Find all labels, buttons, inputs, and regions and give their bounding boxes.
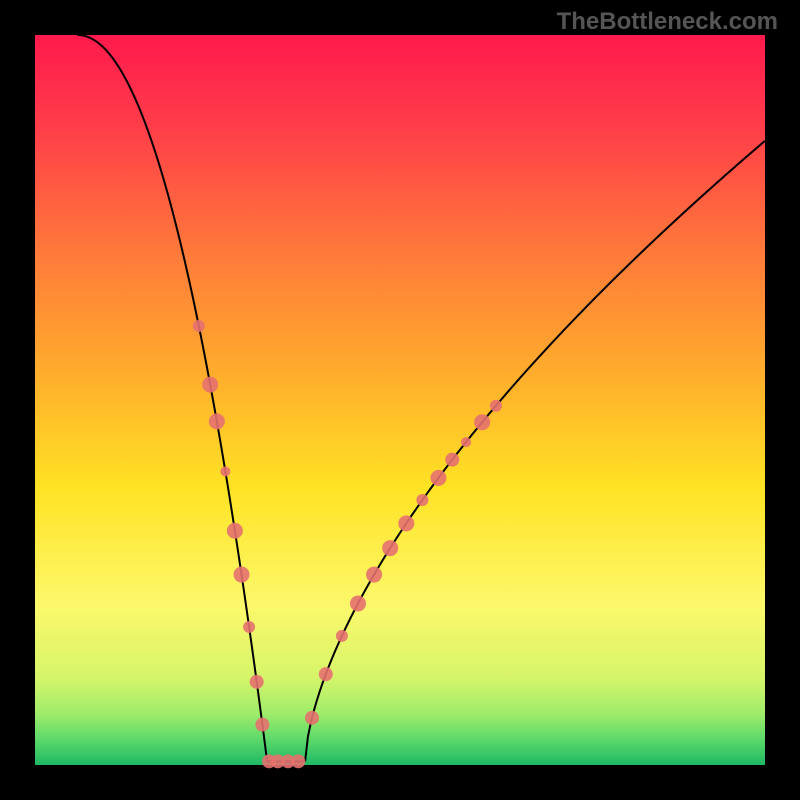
- curve-marker: [227, 523, 243, 539]
- curve-marker: [291, 754, 305, 768]
- curve-marker: [193, 320, 205, 332]
- curve-marker: [350, 596, 366, 612]
- curve-marker: [461, 437, 471, 447]
- curve-left-branch: [77, 35, 267, 761]
- curve-marker: [366, 567, 382, 583]
- curve-marker: [202, 377, 218, 393]
- curve-marker: [382, 540, 398, 556]
- curve-marker: [474, 414, 490, 430]
- curve-marker: [416, 494, 428, 506]
- curve-marker: [234, 567, 250, 583]
- stage: TheBottleneck.com: [0, 0, 800, 800]
- curve-marker: [336, 630, 348, 642]
- curve-right-branch: [305, 141, 765, 762]
- curve-marker: [305, 711, 319, 725]
- curve-marker: [255, 718, 269, 732]
- curve-marker: [243, 621, 255, 633]
- curve-marker: [209, 413, 225, 429]
- curve-marker: [490, 400, 502, 412]
- plot-area: [35, 35, 765, 765]
- watermark-text: TheBottleneck.com: [557, 8, 778, 36]
- curve-marker: [430, 470, 446, 486]
- curve-marker: [220, 466, 230, 476]
- chart-overlay: [35, 35, 765, 765]
- curve-marker: [445, 453, 459, 467]
- curve-marker: [319, 667, 333, 681]
- curve-marker: [398, 515, 414, 531]
- curve-marker: [250, 675, 264, 689]
- curve-markers: [193, 320, 502, 768]
